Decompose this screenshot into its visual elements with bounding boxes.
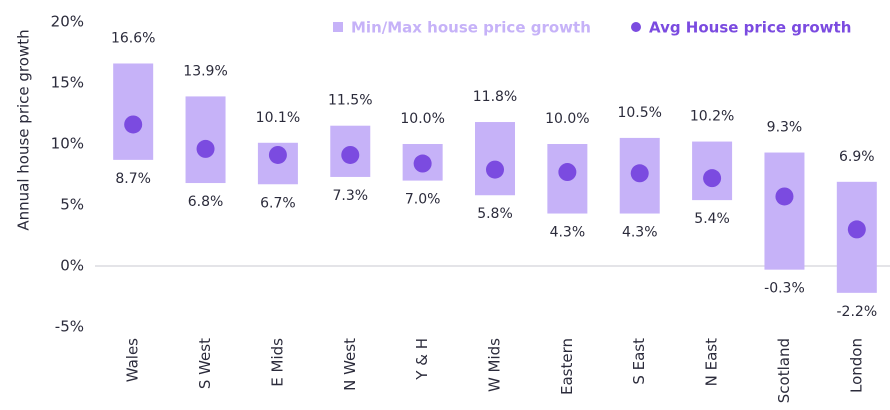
x-tick-label: S East (630, 338, 648, 385)
y-tick-label: 20% (51, 13, 84, 31)
y-tick-label: 0% (60, 257, 84, 275)
value-label: 4.3% (550, 225, 586, 241)
x-tick-label: Wales (124, 338, 142, 382)
y-tick-label: -5% (55, 318, 84, 336)
legend-swatch (333, 22, 343, 32)
x-tick-label: Scotland (775, 338, 793, 403)
x-tick-label: London (847, 338, 865, 393)
value-label: 11.5% (328, 93, 372, 109)
value-label: -0.3% (764, 281, 805, 297)
value-label: 10.0% (545, 111, 589, 127)
x-tick-label: N East (703, 338, 721, 386)
avg-dot (847, 220, 866, 239)
range-bar (764, 152, 805, 270)
avg-dot (268, 145, 287, 164)
x-tick-label: S West (196, 338, 214, 389)
value-label: 7.0% (405, 192, 441, 208)
value-label: 10.5% (617, 105, 661, 121)
avg-dot (630, 164, 649, 183)
value-label: 5.4% (694, 211, 730, 227)
x-tick-label: E Mids (268, 338, 286, 387)
range-bar (475, 122, 515, 196)
value-label: 9.3% (767, 120, 803, 136)
avg-dot (703, 169, 722, 188)
value-label: 11.8% (473, 89, 517, 105)
avg-dot (196, 139, 215, 158)
avg-dot (775, 187, 794, 206)
avg-dot (124, 115, 143, 134)
avg-dot (486, 160, 504, 179)
legend-label: Min/Max house price growth (351, 19, 591, 37)
value-label: 13.9% (183, 63, 227, 79)
x-tick-label: N West (341, 338, 359, 391)
y-tick-label: 5% (60, 196, 84, 214)
avg-dot (413, 154, 432, 173)
value-label: 10.0% (400, 111, 444, 127)
value-label: 4.3% (622, 225, 658, 241)
x-tick-label: Eastern (558, 338, 576, 395)
value-label: 5.8% (477, 206, 513, 222)
x-tick-label: W Mids (486, 338, 504, 392)
value-label: 6.7% (260, 195, 296, 211)
range-bar (113, 63, 154, 160)
y-tick-label: 15% (51, 74, 84, 92)
range-bar (185, 96, 226, 184)
x-tick-label: Y & H (413, 338, 431, 381)
value-label: 16.6% (111, 30, 155, 46)
legend-swatch (631, 22, 641, 32)
value-label: -2.2% (837, 304, 878, 320)
value-label: 10.1% (256, 110, 300, 126)
avg-dot (341, 145, 360, 164)
legend-label: Avg House price growth (649, 19, 851, 37)
value-label: 10.2% (690, 109, 734, 125)
y-tick-label: 10% (51, 135, 84, 153)
value-label: 8.7% (115, 171, 151, 187)
avg-dot (558, 163, 577, 182)
y-axis-label: Annual house price growth (15, 29, 33, 230)
value-label: 7.3% (332, 188, 368, 204)
value-label: 6.9% (839, 149, 875, 165)
value-label: 6.8% (188, 194, 224, 210)
